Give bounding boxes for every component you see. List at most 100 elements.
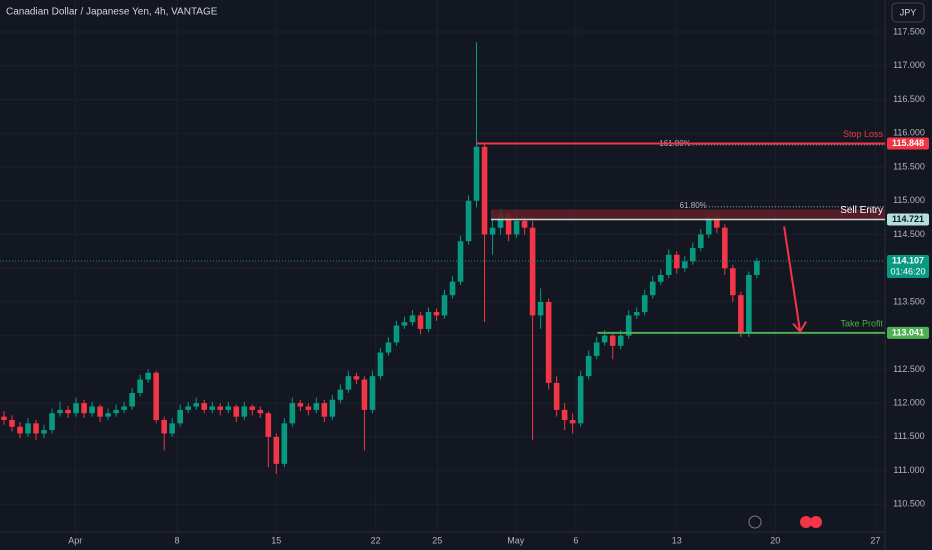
candle-body — [649, 281, 656, 296]
candle-body — [113, 409, 119, 414]
candle-body — [225, 406, 232, 410]
candle-body — [401, 322, 408, 326]
candle-body — [81, 403, 87, 414]
candle-body — [233, 406, 240, 417]
arrow-head — [792, 321, 807, 334]
candle-body — [505, 214, 512, 235]
plot — [1, 42, 760, 474]
candle-body — [265, 413, 272, 437]
y-tick-label: 115.000 — [893, 195, 925, 205]
y-tick-label: 117.000 — [893, 60, 925, 70]
candle-body — [257, 409, 264, 414]
candle-body — [545, 301, 552, 383]
candle-body — [714, 217, 720, 228]
x-tick-label: 8 — [174, 535, 179, 545]
candle-body — [633, 312, 640, 316]
candle-body — [1, 416, 7, 420]
candle-body — [497, 214, 504, 228]
candle-body — [89, 406, 95, 414]
candle-body — [641, 295, 648, 313]
candle-body — [561, 409, 568, 420]
candle-body — [393, 325, 400, 343]
candle-body — [529, 227, 536, 316]
candle-body — [193, 403, 200, 407]
arrow — [783, 226, 802, 332]
candle-body — [153, 372, 159, 420]
candle-body — [249, 406, 256, 410]
currency-label[interactable]: JPY — [900, 7, 917, 17]
y-tick-label: 111.500 — [893, 431, 924, 441]
price-badge-label: 113.041 — [892, 327, 924, 337]
candle-body — [137, 379, 143, 394]
candle-body — [209, 406, 216, 410]
x-tick-label: 25 — [432, 535, 442, 545]
candle-body — [754, 260, 760, 275]
y-tick-label: 113.500 — [893, 296, 925, 306]
x-tick-label: 6 — [573, 535, 578, 545]
candle-body — [169, 423, 175, 434]
candle-body — [609, 335, 616, 346]
candle-body — [9, 420, 15, 427]
candle-body — [465, 200, 472, 242]
chart-title: Canadian Dollar / Japanese Yen, 4h, VANT… — [6, 7, 218, 18]
icon[interactable] — [748, 515, 762, 529]
candle-body — [730, 268, 736, 296]
candle-body — [577, 376, 584, 424]
candle-body — [217, 406, 224, 410]
candle-body — [129, 393, 135, 407]
y-tick-label: 115.500 — [893, 161, 925, 171]
price-badge — [887, 326, 929, 339]
grid — [0, 0, 885, 532]
y-tick-label: 116.500 — [893, 94, 925, 104]
candle-body — [738, 295, 744, 333]
x-tick-label: Apr — [68, 535, 82, 545]
candle-body — [121, 406, 127, 410]
candle-body — [625, 315, 632, 336]
candle-body — [513, 220, 520, 235]
sell-entry-label: Sell Entry — [840, 205, 883, 216]
candle-body — [417, 315, 424, 329]
icon[interactable] — [800, 516, 812, 528]
candle-body — [337, 389, 344, 400]
y-tick-label: 116.000 — [893, 128, 925, 138]
fib-label: 61.80% — [680, 201, 707, 210]
candle-body — [473, 146, 480, 201]
candle-body — [289, 403, 296, 424]
candle-body — [449, 281, 456, 296]
candle-body — [409, 315, 416, 323]
candle-body — [329, 399, 336, 417]
candle-body — [353, 376, 360, 380]
candle-body — [145, 372, 151, 380]
candle-body — [65, 409, 71, 414]
candle-body — [553, 382, 560, 410]
y-tick-label: 111.000 — [893, 465, 924, 475]
candle-body — [241, 406, 248, 417]
candle-body — [25, 423, 31, 434]
candle-body — [33, 423, 39, 434]
x-tick-label: 20 — [770, 535, 780, 545]
candle-body — [57, 409, 63, 414]
take-profit-label: Take Profit — [840, 318, 883, 328]
candle-body — [705, 217, 712, 235]
price-badge — [887, 213, 929, 226]
candle-body — [201, 403, 208, 410]
x-tick-label: 22 — [371, 535, 381, 545]
candle-body — [593, 342, 600, 356]
price-badge-label: 114.721 — [892, 214, 924, 224]
candle-body — [665, 254, 672, 275]
stop-loss-label: Stop Loss — [843, 129, 884, 139]
x-tick-label: May — [507, 535, 525, 545]
x-tick-label: 27 — [870, 535, 880, 545]
candle-body — [521, 220, 528, 228]
candle-body — [305, 406, 312, 410]
icon[interactable] — [810, 516, 822, 528]
candle-body — [425, 312, 432, 329]
candle-body — [385, 342, 392, 353]
candle-body — [377, 352, 384, 377]
y-tick-label: 117.500 — [893, 26, 925, 36]
candle-body — [441, 295, 448, 316]
candle-body — [617, 335, 624, 346]
y-tick-label: 110.500 — [893, 499, 925, 509]
candle-body — [105, 413, 111, 417]
currency-button[interactable] — [891, 2, 925, 23]
